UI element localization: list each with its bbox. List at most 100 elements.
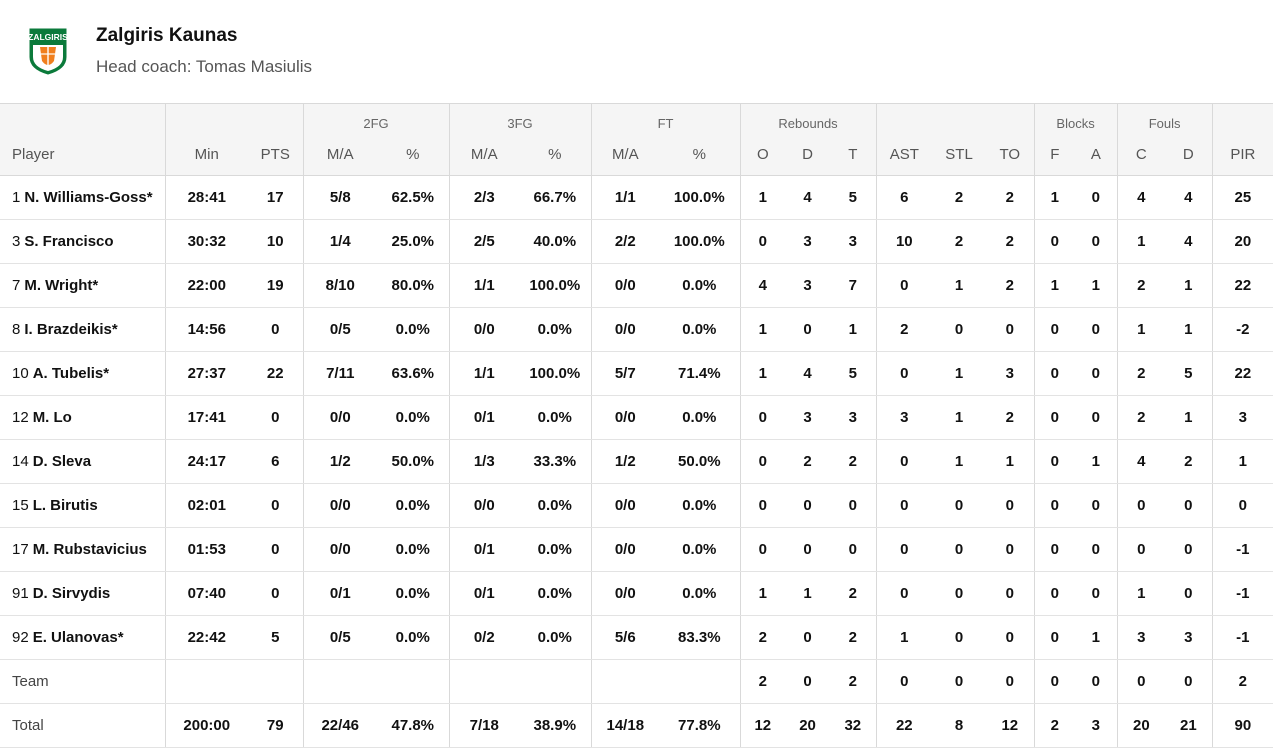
stat-pts: 79 bbox=[248, 703, 303, 748]
player-name[interactable]: S. Francisco bbox=[24, 233, 114, 250]
player-name[interactable]: L. Birutis bbox=[32, 497, 98, 514]
stat-reb-d: 2 bbox=[785, 439, 831, 484]
column-header[interactable]: Min bbox=[164, 133, 248, 176]
stat-pir: -2 bbox=[1211, 307, 1273, 352]
stat-ft-pct: 71.4% bbox=[659, 351, 741, 396]
stat-reb-t: 0 bbox=[830, 483, 877, 528]
stat-stl: 0 bbox=[932, 483, 987, 528]
column-header[interactable]: D bbox=[785, 133, 831, 176]
stat-ast: 0 bbox=[875, 571, 933, 616]
stat-foul-d: 0 bbox=[1165, 483, 1213, 528]
column-header[interactable]: O bbox=[739, 133, 786, 176]
stat-reb-t: 3 bbox=[830, 219, 877, 264]
stat-reb-t: 0 bbox=[830, 527, 877, 572]
column-header[interactable]: AST bbox=[875, 133, 933, 176]
stat-min: 24:17 bbox=[164, 439, 248, 484]
player-name[interactable]: M. Rubstavicius bbox=[32, 541, 147, 558]
player-cell[interactable]: 14 D. Sleva bbox=[0, 439, 165, 484]
stat-blk-a: 3 bbox=[1075, 703, 1118, 748]
column-header[interactable]: M/A bbox=[448, 133, 520, 176]
stat-min: 27:37 bbox=[164, 351, 248, 396]
stat-fg2-ma: 8/10 bbox=[302, 263, 377, 308]
player-cell[interactable]: 92 E. Ulanovas* bbox=[0, 615, 165, 660]
player-cell[interactable]: 12 M. Lo bbox=[0, 395, 165, 440]
stat-min: 30:32 bbox=[164, 219, 248, 264]
stat-reb-d: 3 bbox=[785, 263, 831, 308]
stat-to: 0 bbox=[986, 307, 1035, 352]
player-cell[interactable]: 10 A. Tubelis* bbox=[0, 351, 165, 396]
player-cell[interactable]: 7 M. Wright* bbox=[0, 263, 165, 308]
group-empty bbox=[875, 103, 1035, 134]
column-header[interactable]: % bbox=[659, 133, 741, 176]
stat-ft-pct: 0.0% bbox=[659, 307, 741, 352]
column-header[interactable]: T bbox=[830, 133, 877, 176]
stat-blk-f: 0 bbox=[1033, 307, 1076, 352]
player-name[interactable]: D. Sleva bbox=[32, 453, 92, 470]
stat-foul-c: 2 bbox=[1116, 263, 1166, 308]
stat-blk-f: 1 bbox=[1033, 175, 1076, 220]
stat-fg3-pct: 0.0% bbox=[519, 483, 592, 528]
group-blocks: Blocks bbox=[1033, 103, 1118, 134]
stat-fg3-ma: 1/3 bbox=[448, 439, 520, 484]
stat-reb-d: 3 bbox=[785, 395, 831, 440]
stat-to: 2 bbox=[986, 263, 1035, 308]
column-header[interactable]: PTS bbox=[248, 133, 303, 176]
column-header[interactable]: D bbox=[1165, 133, 1213, 176]
player-name[interactable]: A. Tubelis* bbox=[32, 365, 110, 382]
player-name[interactable]: E. Ulanovas* bbox=[32, 629, 124, 646]
player-name[interactable]: M. Lo bbox=[32, 409, 72, 426]
stat-ft-ma: 0/0 bbox=[590, 527, 660, 572]
stat-ft-ma: 0/0 bbox=[590, 307, 660, 352]
stat-foul-c: 1 bbox=[1116, 571, 1166, 616]
stat-ft-pct: 100.0% bbox=[659, 175, 741, 220]
stat-fg2-ma: 7/11 bbox=[302, 351, 377, 396]
column-header[interactable]: % bbox=[519, 133, 592, 176]
player-name[interactable]: I. Brazdeikis* bbox=[24, 321, 118, 338]
stat-pts: 0 bbox=[248, 483, 303, 528]
player-cell[interactable]: 91 D. Sirvydis bbox=[0, 571, 165, 616]
group-empty bbox=[1211, 103, 1273, 134]
player-cell: Team bbox=[0, 659, 165, 704]
column-header[interactable]: Player bbox=[0, 133, 165, 176]
player-cell[interactable]: 1 N. Williams-Goss* bbox=[0, 175, 165, 220]
stat-reb-o: 2 bbox=[739, 659, 786, 704]
stat-min: 200:00 bbox=[164, 703, 248, 748]
table-row: 91 D. Sirvydis 07:40 0 0/1 0.0% 0/1 0.0% 0/0 0.0%… bbox=[0, 571, 1273, 616]
stat-reb-t: 7 bbox=[830, 263, 877, 308]
player-cell[interactable]: 15 L. Birutis bbox=[0, 483, 165, 528]
stat-reb-t: 5 bbox=[830, 175, 877, 220]
player-number: 7 bbox=[12, 277, 21, 294]
column-header[interactable]: TO bbox=[986, 133, 1035, 176]
stat-blk-f: 0 bbox=[1033, 219, 1076, 264]
column-header[interactable]: M/A bbox=[302, 133, 377, 176]
player-name[interactable]: M. Wright* bbox=[24, 277, 99, 294]
player-cell[interactable]: 3 S. Francisco bbox=[0, 219, 165, 264]
stat-reb-d: 0 bbox=[785, 659, 831, 704]
column-header[interactable]: A bbox=[1075, 133, 1118, 176]
stat-pir: 3 bbox=[1211, 395, 1273, 440]
stat-fg3-pct: 100.0% bbox=[519, 263, 592, 308]
stat-blk-a: 0 bbox=[1075, 175, 1118, 220]
player-cell[interactable]: 8 I. Brazdeikis* bbox=[0, 307, 165, 352]
column-header[interactable]: F bbox=[1033, 133, 1076, 176]
player-cell[interactable]: 17 M. Rubstavicius bbox=[0, 527, 165, 572]
stat-fg3-pct: 0.0% bbox=[519, 307, 592, 352]
table-row: 8 I. Brazdeikis* 14:56 0 0/5 0.0% 0/0 0.0% 0/0 0.… bbox=[0, 307, 1273, 352]
column-header[interactable]: % bbox=[377, 133, 450, 176]
stat-reb-t: 2 bbox=[830, 659, 877, 704]
column-header[interactable]: M/A bbox=[590, 133, 660, 176]
stat-reb-o: 2 bbox=[739, 615, 786, 660]
stat-ft-ma: 0/0 bbox=[590, 395, 660, 440]
player-name[interactable]: D. Sirvydis bbox=[32, 585, 111, 602]
column-header[interactable]: STL bbox=[932, 133, 987, 176]
group-empty bbox=[0, 103, 165, 134]
column-header[interactable]: PIR bbox=[1211, 133, 1273, 176]
stat-reb-d: 0 bbox=[785, 483, 831, 528]
stat-pts bbox=[248, 659, 303, 704]
stat-fg2-pct: 80.0% bbox=[377, 263, 450, 308]
player-name[interactable]: N. Williams-Goss* bbox=[24, 189, 153, 206]
stat-fg2-pct: 0.0% bbox=[377, 483, 450, 528]
stat-blk-f: 0 bbox=[1033, 615, 1076, 660]
stat-fg3-pct: 0.0% bbox=[519, 527, 592, 572]
column-header[interactable]: C bbox=[1116, 133, 1166, 176]
